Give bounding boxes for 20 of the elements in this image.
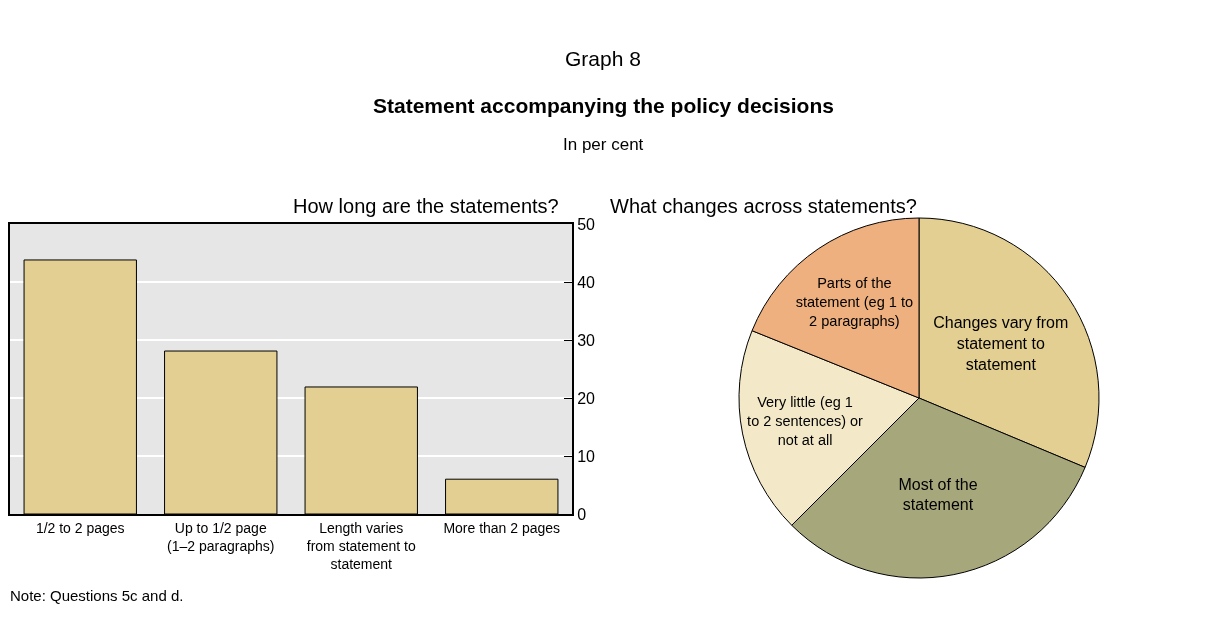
- slice-label: Most of the statement: [898, 475, 978, 514]
- y-tick-label: 0: [577, 505, 587, 523]
- y-tick-label: 30: [577, 331, 596, 349]
- x-tick-label: Length varies from statement to statement: [306, 519, 416, 573]
- text: In per cent: [563, 135, 644, 154]
- x-tick-label: Up to 1/2 page (1–2 paragraphs): [167, 519, 275, 554]
- slice-label: Very little (eg 1 to 2 sentences) or not at all: [747, 394, 864, 448]
- y-tick-label: 20: [577, 389, 596, 407]
- y-tick-label: 50: [577, 215, 596, 233]
- y-tick-label: 40: [577, 273, 596, 291]
- x-tick-label: More than 2 pages: [443, 519, 561, 536]
- slice-label: Changes vary from statement to statement: [933, 314, 1069, 373]
- chart-title: How long are the statements?: [293, 195, 559, 217]
- y-tick-label: 10: [577, 447, 596, 465]
- text: Note: Questions 5c and d.: [10, 587, 184, 604]
- slice-label: Parts of the statement (eg 1 to 2 paragraphs): [795, 275, 914, 330]
- text: Statement accompanying the policy decisions: [373, 94, 834, 117]
- chart-title: What changes across statements?: [610, 195, 917, 217]
- caption: Graph 8: [565, 47, 641, 70]
- x-tick-label: 1/2 to 2 pages: [35, 519, 125, 536]
